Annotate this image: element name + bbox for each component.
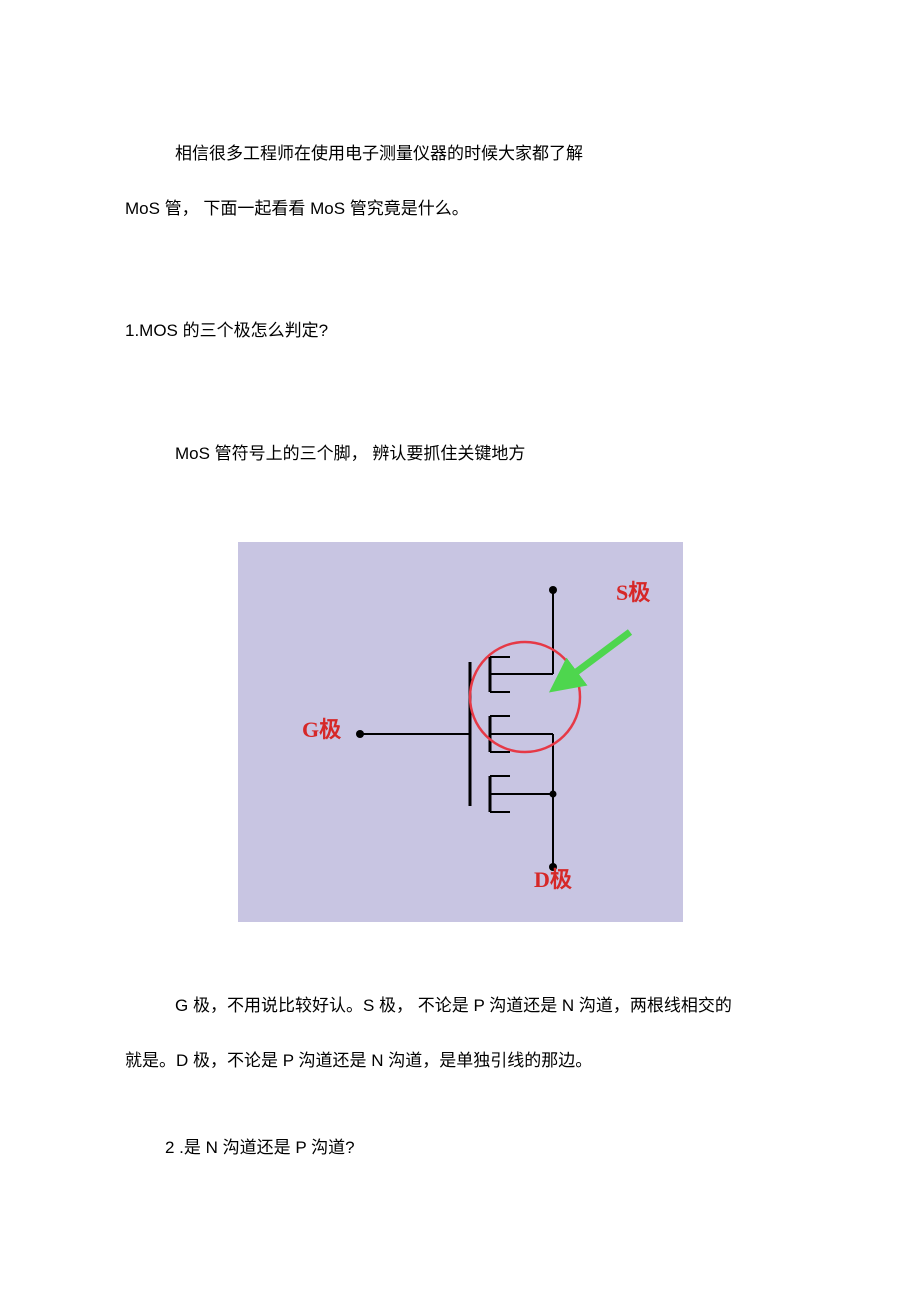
section1-subline: MoS 管符号上的三个脚， 辨认要抓住关键地方 (175, 440, 795, 467)
section2-heading: 2 .是 N 沟道还是 P 沟道? (165, 1134, 795, 1161)
intro-line1: 相信很多工程师在使用电子测量仪器的时候大家都了解 (175, 140, 795, 167)
diagram-container: G极 S极 D极 (125, 542, 795, 922)
mosfet-diagram: G极 S极 D极 (238, 542, 683, 922)
paragraph-line2: 就是。D 极，不论是 P 沟道还是 N 沟道，是单独引线的那边。 (125, 1047, 795, 1074)
svg-text:D极: D极 (534, 867, 573, 892)
svg-text:S极: S极 (616, 580, 651, 605)
svg-text:G极: G极 (302, 717, 342, 742)
paragraph-line1: G 极，不用说比较好认。S 极， 不论是 P 沟道还是 N 沟道，两根线相交的 (175, 992, 795, 1019)
intro-line2: MoS 管， 下面一起看看 MoS 管究竟是什么。 (125, 195, 795, 222)
mosfet-svg: G极 S极 D极 (238, 542, 683, 922)
section1-heading: 1.MOS 的三个极怎么判定? (125, 317, 795, 344)
